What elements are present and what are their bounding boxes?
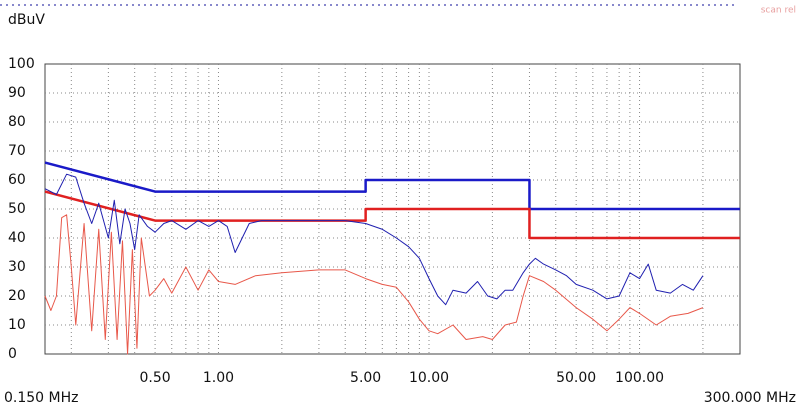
series-line <box>44 214 704 355</box>
series-line <box>44 161 740 211</box>
series-line <box>44 173 704 306</box>
x-tick-label: 50.00 <box>556 370 596 386</box>
x-tick-label: 300.000 MHz <box>704 390 796 406</box>
y-tick-label: 50 <box>8 201 26 217</box>
x-tick-label: 0.150 MHz <box>4 390 78 406</box>
x-tick-label: 5.00 <box>350 370 381 386</box>
y-tick-label: 80 <box>8 114 26 130</box>
y-tick-label: 70 <box>8 143 26 159</box>
y-tick-label: 30 <box>8 259 26 275</box>
y-tick-label: 100 <box>8 56 35 72</box>
y-tick-label: 40 <box>8 230 26 246</box>
header-note: scan rel <box>761 6 796 16</box>
x-tick-label: 10.00 <box>409 370 449 386</box>
y-axis-label: dBuV <box>8 12 45 28</box>
y-tick-label: 90 <box>8 85 26 101</box>
y-tick-label: 10 <box>8 317 26 333</box>
series-line <box>44 190 740 240</box>
y-tick-label: 0 <box>8 346 17 362</box>
x-tick-label: 100.00 <box>615 370 664 386</box>
y-tick-label: 60 <box>8 172 26 188</box>
x-tick-label: 0.50 <box>140 370 171 386</box>
y-tick-label: 20 <box>8 288 26 304</box>
x-tick-label: 1.00 <box>203 370 234 386</box>
